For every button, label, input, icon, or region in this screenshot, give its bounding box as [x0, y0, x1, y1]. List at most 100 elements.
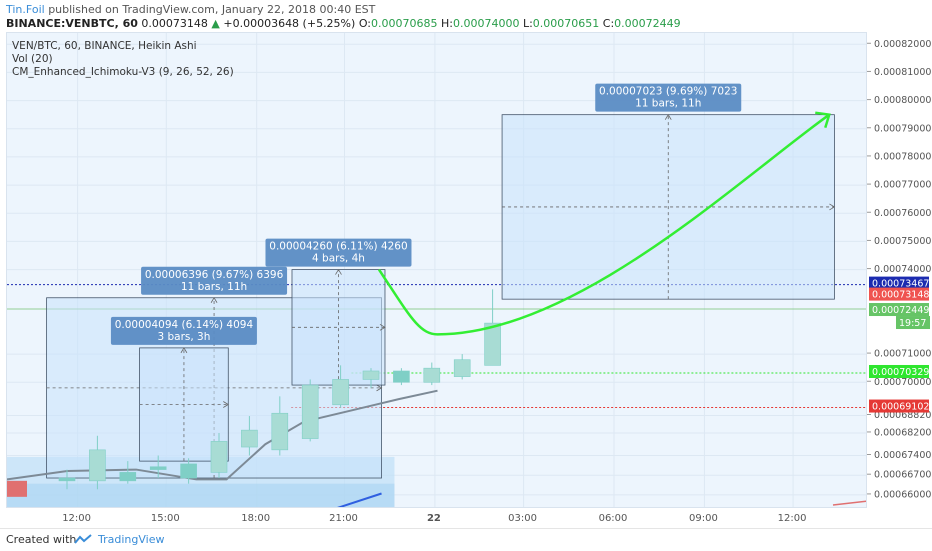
measure-label-value: 0.00006396 (9.67%) 6396 — [145, 269, 284, 281]
candle-body — [180, 463, 197, 479]
measure-arrow — [829, 203, 836, 211]
projection-arrowhead — [815, 111, 831, 129]
candle-body — [241, 429, 258, 448]
volume-area — [7, 483, 395, 507]
candle-body — [58, 477, 76, 482]
chart-legend: VEN/BTC, 60, BINANCE, Heikin Ashi Vol (2… — [12, 40, 234, 79]
measure-label-bars: 4 bars, 4h — [312, 253, 365, 265]
price-tag — [869, 303, 929, 317]
price-tag — [869, 399, 929, 413]
measure-arrow — [379, 323, 386, 331]
y-tick-label: 0.00074000 — [874, 264, 931, 275]
price-tag — [869, 364, 929, 378]
high-value: 0.00074000 — [452, 17, 520, 30]
measure-label-box — [141, 266, 288, 295]
measure-label-box — [595, 83, 742, 112]
x-tick-label: 12:00 — [62, 513, 91, 524]
chart-pane[interactable]: 0.00006396 (9.67%) 6396 11 bars, 11h 0.000… — [6, 32, 867, 508]
y-tick-label: 0.00071000 — [874, 349, 931, 360]
candle-body — [332, 379, 349, 406]
y-tick-label: 0.00068200 — [874, 427, 931, 438]
candle-body — [393, 370, 410, 383]
price-tag-label: 0.00072449 — [872, 305, 929, 316]
lagging-line — [337, 492, 382, 507]
y-tick-label: 0.00078000 — [874, 151, 931, 162]
x-tick-label: 09:00 — [689, 513, 718, 524]
x-tick-label: 22 — [427, 513, 441, 524]
y-tick-label: 0.00081000 — [874, 67, 931, 78]
legend-symbol[interactable]: VEN/BTC, 60, BINANCE, Heikin Ashi — [12, 40, 197, 52]
time-axis[interactable]: 12:00 15:00 18:00 21:00 22 03:00 06:00 09:00 12:… — [6, 508, 867, 528]
x-tick-label: 06:00 — [599, 513, 628, 524]
close-value: 0.00072449 — [614, 17, 681, 30]
y-tick-label: 0.00079000 — [874, 123, 931, 134]
up-arrow-icon: ▲ — [211, 17, 220, 30]
measure-label-value: 0.00004260 (6.11%) 4260 — [269, 241, 407, 253]
price-tag-label: 0.00069102 — [872, 402, 929, 413]
price-tag-label: 19:57 — [899, 318, 926, 329]
quote-line: BINANCE:VENBTC, 60 0.00073148 ▲ +0.00003… — [6, 17, 681, 30]
open-value: 0.00070685 — [370, 17, 438, 30]
candle-body — [210, 441, 228, 473]
y-tick-label: 0.00080000 — [874, 95, 931, 106]
measure-arrow — [335, 268, 342, 275]
y-tick-label: 0.00068820 — [874, 410, 931, 421]
low-label: L: — [522, 17, 533, 30]
price-tag — [869, 287, 929, 301]
price-axis[interactable]: 0.00082000 0.00081000 0.00080000 0.00079000… — [867, 32, 932, 508]
close-label: C: — [602, 17, 615, 30]
tradingview-brand-link[interactable]: TradingView — [98, 533, 165, 546]
price-axis-svg[interactable]: 0.00082000 0.00081000 0.00080000 0.00079000… — [867, 32, 932, 508]
candle-body — [423, 367, 441, 383]
y-tick-label: 0.00066700 — [874, 470, 931, 481]
measure-arrow — [376, 384, 383, 392]
open-label: O: — [358, 17, 371, 30]
publish-line: Tin.Foil published on TradingView.com, J… — [6, 3, 375, 16]
y-tick-label: 0.00075000 — [874, 236, 931, 247]
symbol-label: BINANCE:VENBTC, 60 — [6, 17, 138, 30]
x-tick-label: 03:00 — [508, 513, 537, 524]
price-tag-label: 0.00073467 — [872, 279, 929, 290]
high-label: H: — [440, 17, 453, 30]
candle-body — [119, 472, 137, 482]
candle-body — [453, 359, 471, 377]
measure-label-bars: 11 bars, 11h — [181, 281, 247, 293]
legend-ichimoku[interactable]: CM_Enhanced_Ichimoku-V3 (9, 26, 52, 26) — [12, 66, 234, 78]
y-tick-label: 0.00076000 — [874, 208, 931, 219]
chart-header: Tin.Foil published on TradingView.com, J… — [0, 0, 932, 32]
y-tick-label: 0.00077000 — [874, 180, 931, 191]
x-tick-label: 15:00 — [151, 513, 180, 524]
author-link[interactable]: Tin.Foil — [6, 3, 45, 16]
measure-label-bars: 11 bars, 11h — [635, 98, 701, 110]
footer: Created with TradingView — [0, 528, 932, 551]
low-value: 0.00070651 — [532, 17, 600, 30]
volume-bar-red — [7, 480, 27, 497]
price-tag-label: 0.00073148 — [872, 290, 929, 301]
y-tick-label: 0.00067400 — [874, 450, 931, 461]
measure-arrow — [210, 296, 218, 303]
price-tag-label: 0.00070329 — [872, 367, 929, 378]
measure-label-bars: 3 bars, 3h — [157, 331, 210, 343]
measure-arrow — [180, 347, 188, 354]
y-tick-label: 0.00082000 — [874, 39, 931, 50]
projection-arrow — [377, 113, 830, 336]
time-axis-svg[interactable]: 12:00 15:00 18:00 21:00 22 03:00 06:00 09:00 12:… — [6, 508, 867, 528]
x-tick-label: 18:00 — [241, 513, 270, 524]
measure-label-box — [265, 238, 412, 267]
measure-arrow — [664, 113, 672, 120]
price-tag — [896, 316, 930, 330]
candle-body — [149, 466, 167, 470]
y-tick-label: 0.00070000 — [874, 377, 931, 388]
x-tick-label: 21:00 — [329, 513, 358, 524]
x-tick-label: 12:00 — [778, 513, 807, 524]
measure-label-value: 0.00004094 (6.14%) 4094 — [115, 319, 254, 331]
measure-label-value: 0.00007023 (9.69%) 7023 — [599, 86, 737, 98]
candle-body — [301, 384, 319, 439]
candle-body — [271, 412, 289, 451]
price-change: +0.00003648 (+5.25%) — [223, 17, 356, 30]
tradingview-logo-icon[interactable] — [74, 534, 92, 545]
price-tag — [869, 276, 929, 290]
bottom-red-line — [832, 500, 866, 506]
legend-volume[interactable]: Vol (20) — [12, 53, 53, 65]
